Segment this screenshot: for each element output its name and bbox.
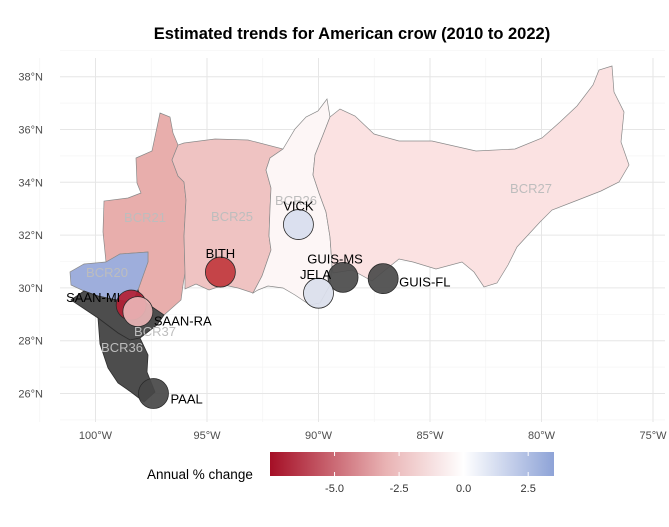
site-label-guis-ms: GUIS-MS (307, 251, 363, 266)
legend-tick-label: -5.0 (325, 483, 344, 495)
legend: Annual % change -5.0 -2.5 0.0 2.5 (147, 452, 554, 495)
region-label-bcr25: BCR25 (211, 209, 253, 224)
region-label-bcr21: BCR21 (124, 210, 166, 225)
site-marker-paal (138, 378, 169, 409)
site-label-bith: BITH (206, 246, 236, 261)
region-label-bcr27: BCR27 (510, 181, 552, 196)
site-marker-saan-ra (122, 296, 154, 328)
region-label-bcr36: BCR36 (101, 340, 143, 355)
region-labels: BCR21 BCR25 BCR26 BCR27 BCR20 BCR37 BCR3… (86, 181, 552, 355)
site-marker-vick (283, 209, 314, 240)
axis-tick-labels: 100°W 95°W 90°W 85°W 80°W 75°W 26°N 28°N 30°N 32°… (18, 72, 667, 442)
legend-colorbar (270, 452, 554, 476)
site-marker-guis-fl (367, 263, 399, 295)
chart-title: Estimated trends for American crow (2010… (154, 25, 550, 43)
y-tick-label: 28°N (18, 336, 43, 348)
site-label-saan-ra: SAAN-RA (154, 314, 212, 329)
y-tick-label: 26°N (18, 389, 43, 401)
x-tick-label: 100°W (79, 430, 113, 442)
bcr-regions (69, 65, 630, 403)
legend-tick-label: 0.0 (456, 483, 471, 495)
x-tick-label: 75°W (639, 430, 667, 442)
y-tick-label: 36°N (18, 125, 43, 137)
site-label-vick: VICK (283, 199, 314, 214)
y-tick-label: 30°N (18, 283, 43, 295)
site-label-saan-mi: SAAN-MI (66, 290, 120, 305)
y-tick-label: 32°N (18, 230, 43, 242)
site-label-paal: PAAL (170, 392, 202, 407)
site-markers (115, 209, 399, 409)
region-label-bcr20: BCR20 (86, 265, 128, 280)
legend-title: Annual % change (147, 467, 253, 482)
site-labels: VICK BITH GUIS-MS GUIS-FL JELA SAAN-MI SAAN-RA… (66, 199, 450, 407)
site-marker-jela (303, 277, 334, 309)
legend-tick-label: 2.5 (521, 483, 536, 495)
legend-tick-label: -2.5 (390, 483, 409, 495)
x-tick-label: 95°W (193, 430, 221, 442)
legend-ticks: -5.0 -2.5 0.0 2.5 (325, 452, 536, 495)
x-tick-label: 90°W (305, 430, 333, 442)
region-label-bcr37: BCR37 (134, 324, 176, 339)
region-label-bcr26: BCR26 (275, 193, 317, 208)
site-marker-guis-ms (327, 261, 359, 293)
site-label-jela: JELA (300, 267, 331, 282)
region-bcr27 (312, 65, 630, 288)
x-tick-label: 85°W (416, 430, 444, 442)
x-tick-label: 80°W (528, 430, 556, 442)
y-tick-label: 38°N (18, 72, 43, 84)
site-label-guis-fl: GUIS-FL (399, 275, 450, 290)
site-marker-bith (204, 256, 236, 288)
y-tick-label: 34°N (18, 177, 43, 189)
